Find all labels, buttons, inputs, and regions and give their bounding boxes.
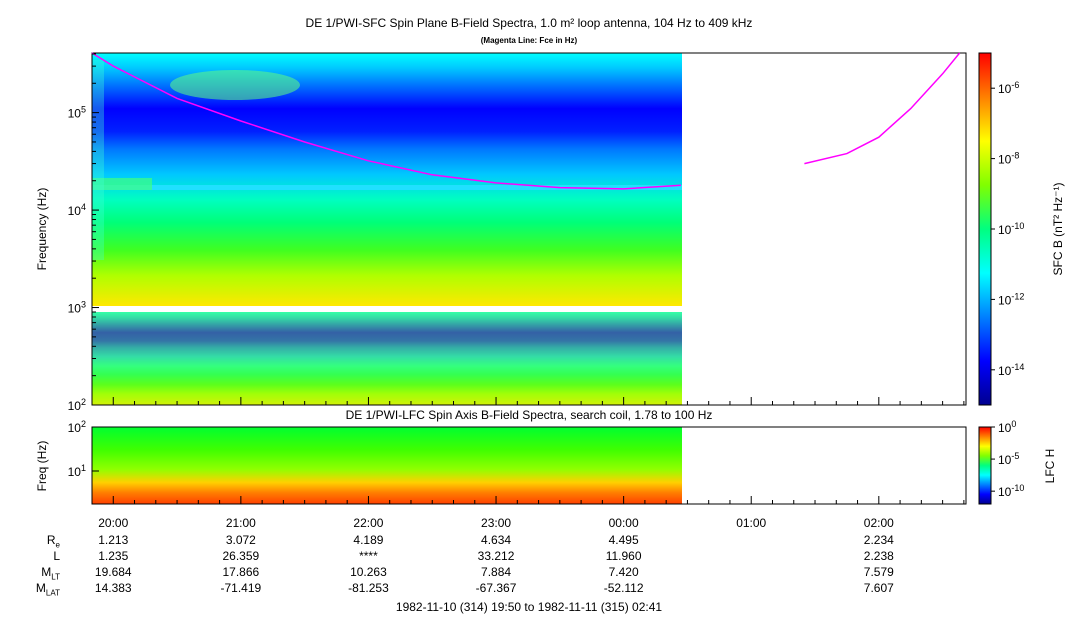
ephemeris-label-subscript: LT <box>51 572 60 582</box>
time-tick-label: 22:00 <box>353 516 384 530</box>
time-ticks <box>91 397 965 504</box>
bottom-y-ticks: 101 102 <box>68 419 99 479</box>
ephemeris-row-label: Re <box>47 533 60 549</box>
ephemeris-value: 10.263 <box>350 565 387 579</box>
top-y-tick-label: 102 <box>68 397 86 413</box>
top-colorbar-tick-label: 10-14 <box>998 362 1024 378</box>
top-colorbar-tick-label: 10-10 <box>998 221 1024 237</box>
time-tick-label: 20:00 <box>98 516 129 530</box>
ephemeris-value: 1.213 <box>98 533 129 547</box>
time-tick-label: 00:00 <box>608 516 639 530</box>
ephemeris-value: 7.420 <box>608 565 639 579</box>
ephemeris-value: 11.960 <box>605 549 642 563</box>
top-colorbar <box>978 52 992 406</box>
top-panel-subtitle: (Magenta Line: Fce in Hz) <box>480 36 578 45</box>
bottom-y-tick-label: 102 <box>68 419 86 435</box>
top-colorbar-tick-label: 10-8 <box>998 151 1019 167</box>
top-plot-frame <box>91 52 967 406</box>
fce-line-segment-1 <box>91 52 682 190</box>
lfc-spectrogram <box>92 427 682 504</box>
ephemeris-label-text: M <box>41 565 52 579</box>
fce-line-segment-2 <box>804 52 961 165</box>
ephemeris-value: 4.634 <box>481 533 512 547</box>
ephemeris-label-text: M <box>35 581 46 595</box>
top-colorbar-tick-label: 10-12 <box>998 291 1024 307</box>
ephemeris-value: -71.419 <box>220 581 262 595</box>
top-y-tick-label: 103 <box>68 300 86 316</box>
sfc-spectrogram-low <box>92 312 682 405</box>
ephemeris-row-label: MLAT <box>36 581 60 597</box>
ephemeris-value: 19.684 <box>94 565 132 579</box>
ephemeris-value: 3.072 <box>225 533 256 547</box>
ephemeris-label-subscript: e <box>55 540 60 550</box>
bottom-panel-title: DE 1/PWI-LFC Spin Axis B-Field Spectra, … <box>345 408 713 422</box>
ephemeris-value: 14.383 <box>94 581 132 595</box>
sfc-burst-high <box>170 70 300 100</box>
top-spectrogram <box>92 53 682 405</box>
ephemeris-value: 7.607 <box>863 581 894 595</box>
ephemeris-row-label: L <box>53 549 60 563</box>
bottom-colorbar-ticks: 100 10-5 10-10 <box>991 419 1024 499</box>
bottom-colorbar-tick-label: 100 <box>998 419 1016 435</box>
time-tick-label: 21:00 <box>225 516 256 530</box>
bottom-y-tick-label: 101 <box>68 463 86 479</box>
top-y-tick-label: 104 <box>68 202 86 218</box>
ephemeris-label-subscript: LAT <box>45 588 60 598</box>
ephemeris-value: -67.367 <box>475 581 517 595</box>
time-range-label: 1982-11-10 (314) 19:50 to 1982-11-11 (31… <box>395 600 663 614</box>
top-y-ticks: 102 103 104 105 <box>68 53 99 413</box>
sfc-burst-edge <box>92 60 104 260</box>
bottom-colorbar <box>978 426 992 505</box>
top-colorbar-tick-label: 10-6 <box>998 80 1019 96</box>
ephemeris-value: 7.579 <box>863 565 894 579</box>
sfc-burst-low <box>92 178 152 190</box>
ephemeris-row-label: MLT <box>41 565 60 581</box>
ephemeris-value: 4.495 <box>608 533 639 547</box>
top-y-tick-label: 105 <box>68 105 86 121</box>
time-tick-label: 02:00 <box>863 516 894 530</box>
ephemeris-value: 1.235 <box>98 549 129 563</box>
sfc-low-overlay <box>92 312 682 405</box>
ephemeris-value: 2.234 <box>863 533 894 547</box>
ephemeris-value: 33.212 <box>477 549 515 563</box>
ephemeris-label-text: L <box>53 549 60 563</box>
ephemeris-value: **** <box>359 549 378 563</box>
time-tick-label: 01:00 <box>736 516 767 530</box>
ephemeris-value: 2.238 <box>863 549 894 563</box>
ephemeris-value: 17.866 <box>222 565 260 579</box>
ephemeris-value: 4.189 <box>353 533 384 547</box>
ephemeris-value: 26.359 <box>222 549 260 563</box>
bottom-plot-frame <box>91 426 967 505</box>
ephemeris-label-text: R <box>46 533 56 547</box>
top-colorbar-ticks: 10-6 10-8 10-10 10-12 10-14 <box>991 80 1024 378</box>
ephemeris-value: -52.112 <box>603 581 644 595</box>
ephemeris-value: 7.884 <box>481 565 512 579</box>
bottom-colorbar-tick-label: 10-5 <box>998 451 1019 467</box>
time-tick-label: 23:00 <box>481 516 512 530</box>
ephemeris-value: -81.253 <box>348 581 389 595</box>
bottom-colorbar-tick-label: 10-10 <box>998 483 1024 499</box>
sfc-line-emission <box>92 185 682 190</box>
top-panel-title: DE 1/PWI-SFC Spin Plane B-Field Spectra,… <box>305 16 753 30</box>
